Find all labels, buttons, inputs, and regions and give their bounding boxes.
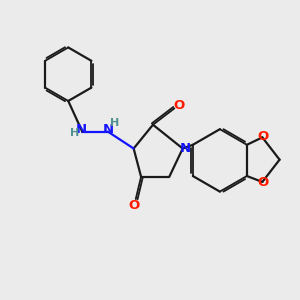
Text: O: O <box>173 99 184 112</box>
Text: O: O <box>257 130 268 143</box>
Text: N: N <box>103 123 114 136</box>
Text: O: O <box>257 176 268 189</box>
Text: H: H <box>110 118 119 128</box>
Text: N: N <box>76 123 87 136</box>
Text: H: H <box>70 128 80 138</box>
Text: O: O <box>129 199 140 212</box>
Text: N: N <box>180 142 191 155</box>
